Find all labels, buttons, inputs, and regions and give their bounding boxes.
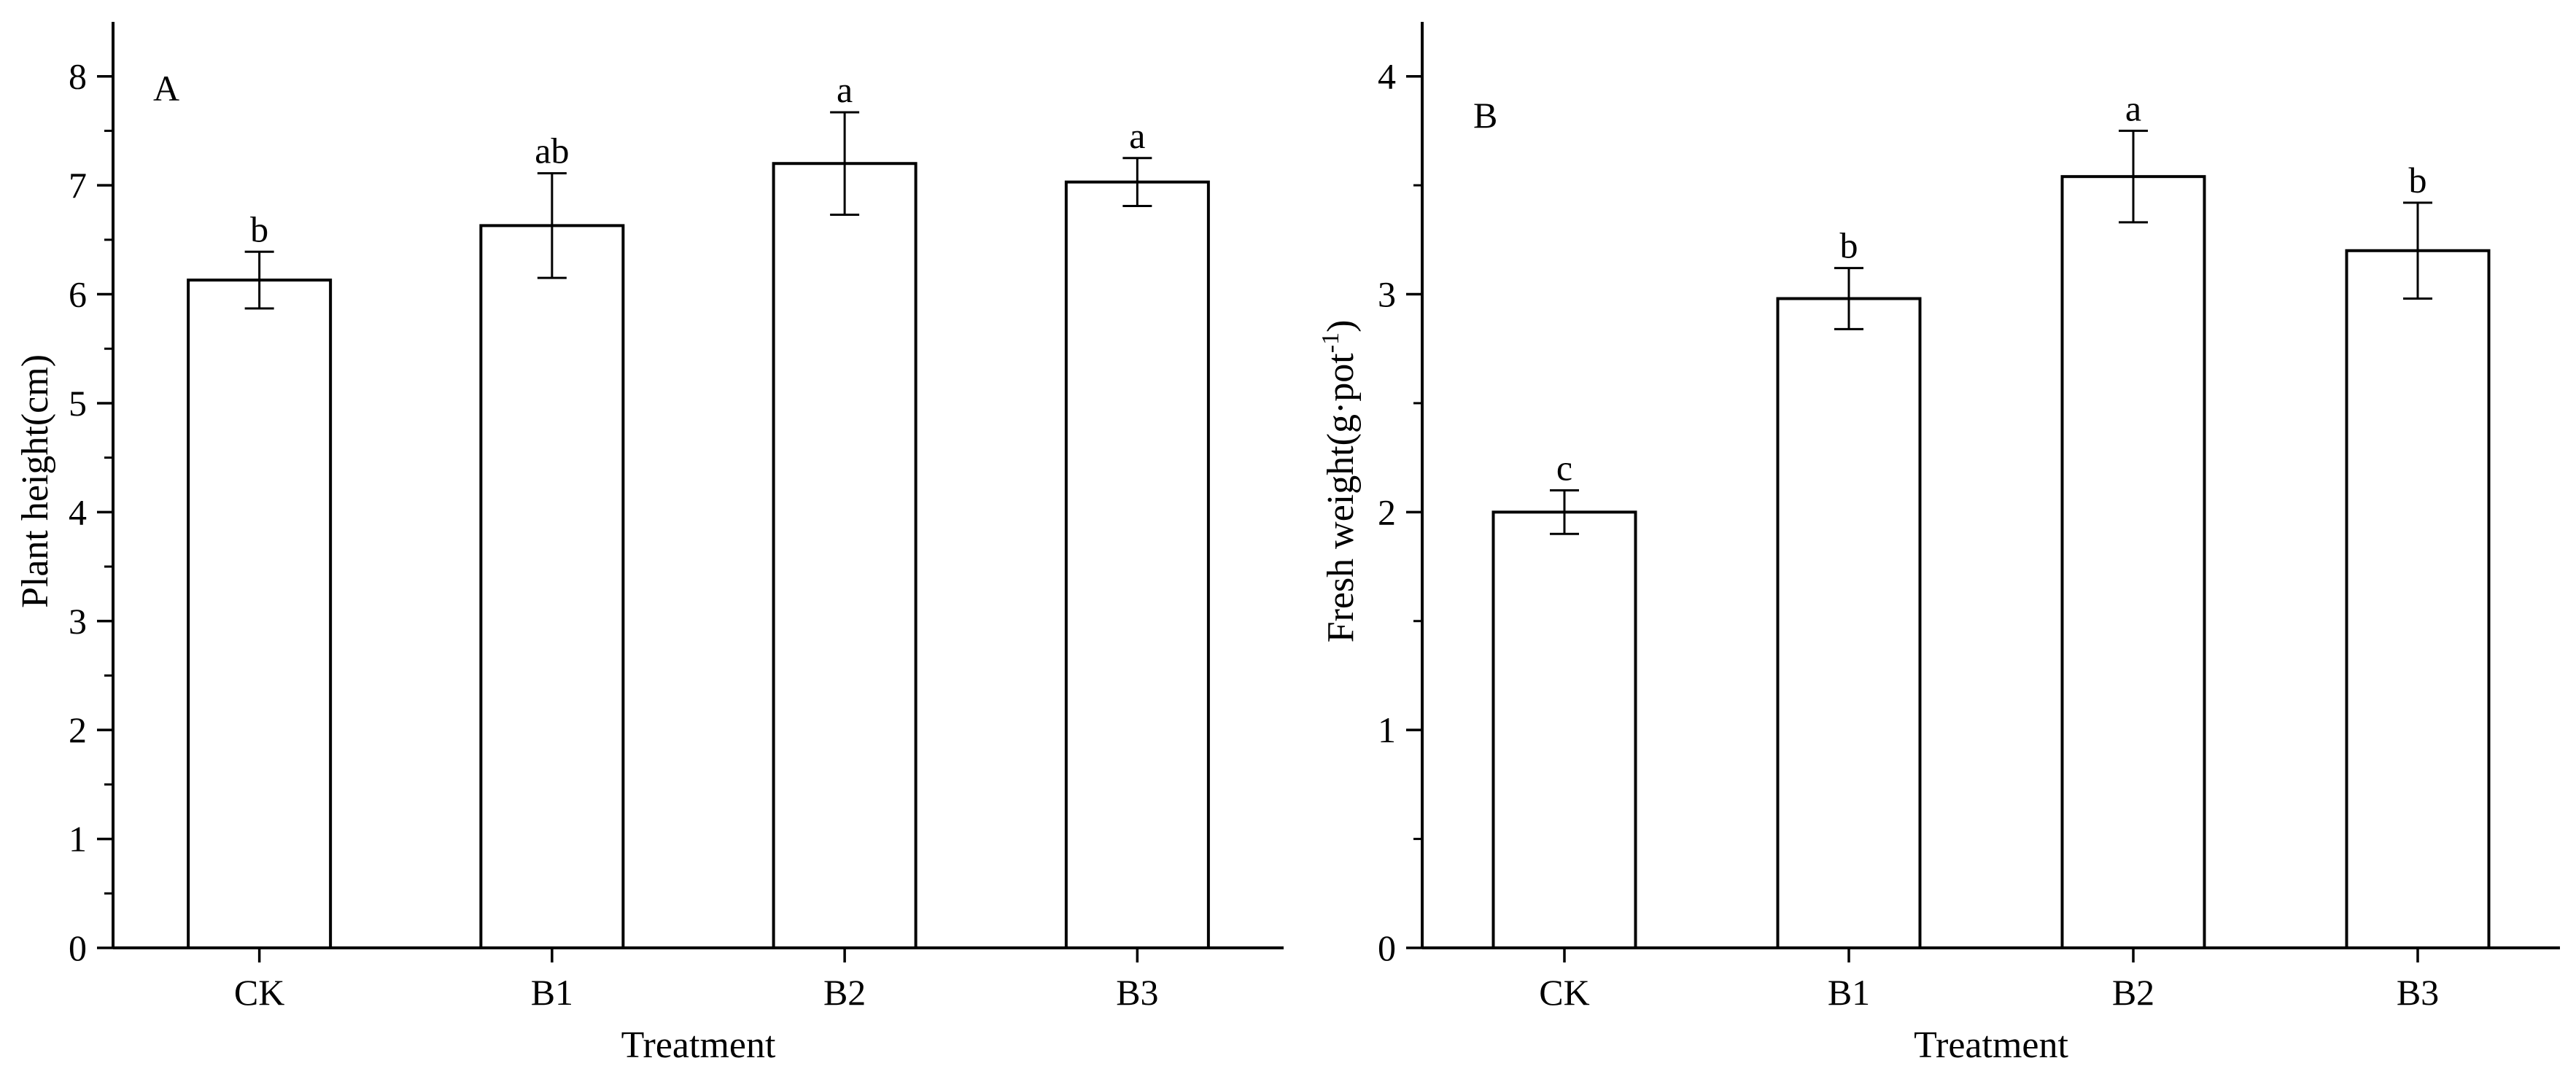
y-tick-label: 4 [69, 491, 87, 532]
y-tick-label: 1 [1378, 709, 1396, 750]
significance-label: a [837, 69, 853, 110]
x-tick-label: B3 [2397, 972, 2439, 1013]
x-tick-label: B3 [1116, 972, 1158, 1013]
y-axis-title-main: Fresh weight(g·pot [1320, 353, 1362, 643]
y-tick-label: 5 [69, 383, 87, 424]
y-tick-label: 3 [69, 601, 87, 642]
bar-b2 [2060, 175, 2206, 950]
x-tick-label: CK [234, 972, 284, 1013]
y-tick-label: 7 [69, 165, 87, 206]
bar-b3 [1064, 180, 1210, 950]
y-tick-label: 0 [69, 927, 87, 968]
y-tick-label: 4 [1378, 56, 1396, 97]
y-tick-label: 2 [69, 709, 87, 750]
bar-b1 [1776, 297, 1922, 950]
y-axis-title: Fresh weight(g·pot-1) [1317, 320, 1362, 643]
bar-b2 [772, 162, 917, 949]
significance-label: ab [535, 131, 569, 171]
significance-label: b [250, 209, 268, 249]
panel-label: B [1473, 95, 1497, 136]
significance-label: c [1556, 447, 1572, 488]
x-tick-label: CK [1539, 972, 1589, 1013]
significance-label: b [2409, 160, 2427, 201]
panel-label: A [153, 68, 179, 109]
y-axis-title-superscript: -1 [1317, 332, 1344, 353]
y-tick-label: 0 [1378, 927, 1396, 968]
x-tick-label: B1 [531, 972, 573, 1013]
bar-b1 [479, 224, 625, 949]
significance-label: a [1129, 115, 1145, 156]
y-tick-label: 3 [1378, 274, 1396, 315]
y-tick-label: 8 [69, 56, 87, 97]
significance-label: b [1840, 225, 1858, 266]
y-axis-title: Plant height(cm) [15, 354, 56, 608]
y-tick-label: 1 [69, 819, 87, 860]
x-tick-label: B2 [2112, 972, 2154, 1013]
chart-panel-b: 0 1 2 3 4 c CK b B1 a B2 b B3 Treatment Fresh weight(g… [1317, 22, 2560, 1066]
y-tick-label: 2 [1378, 491, 1396, 532]
bar-ck [1491, 510, 1637, 949]
x-tick-label: B1 [1828, 972, 1870, 1013]
y-axis-title-close: ) [1320, 320, 1362, 332]
significance-label: a [2125, 87, 2141, 128]
bar-b3 [2345, 249, 2491, 949]
x-tick-label: B2 [823, 972, 866, 1013]
bar-ck [187, 279, 333, 949]
x-axis-title: Treatment [621, 1024, 776, 1066]
y-tick-label: 6 [69, 274, 87, 315]
chart-panel-a: 0 1 2 3 4 5 6 7 8 b CK ab B1 a B2 a B3 Treatment Plant hei… [15, 22, 1284, 1066]
y-axis-title-main: Plant height(cm) [15, 354, 56, 608]
x-axis-title: Treatment [1914, 1024, 2068, 1066]
